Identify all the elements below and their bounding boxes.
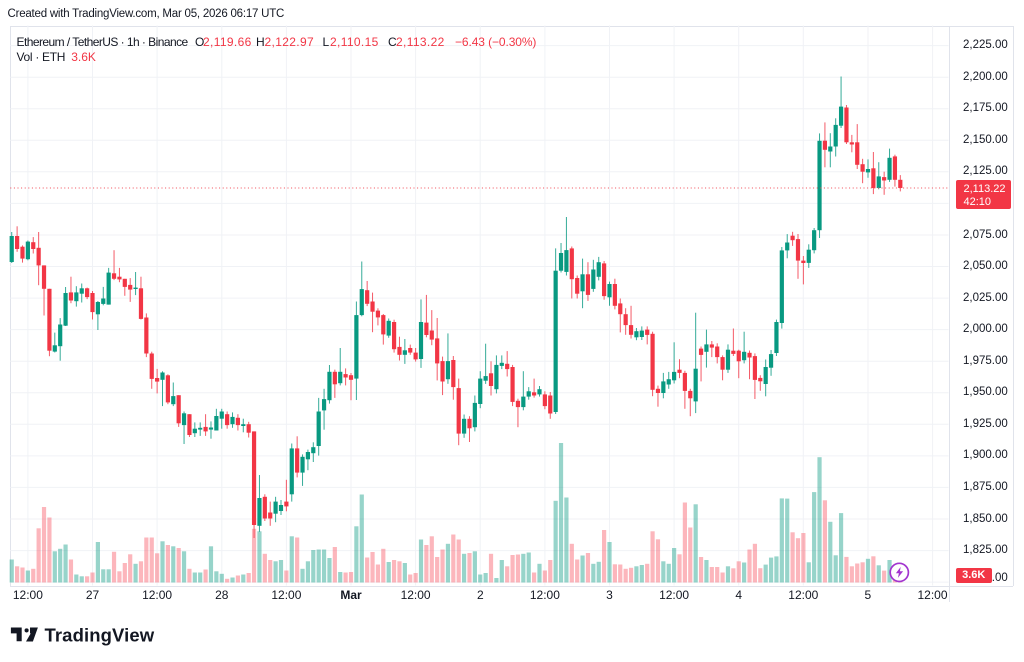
svg-text:TradingView: TradingView xyxy=(45,626,155,646)
